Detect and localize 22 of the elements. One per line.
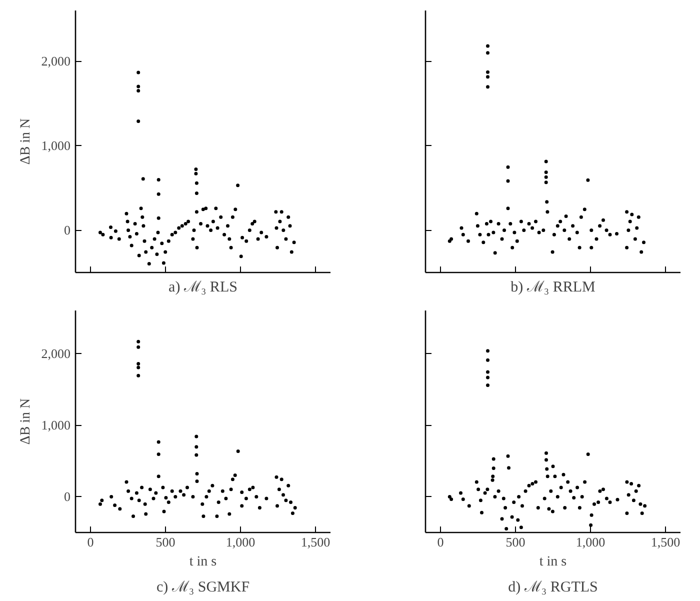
x-tick-label: 1,500 <box>650 534 680 550</box>
x-tick-label: 500 <box>506 534 526 550</box>
y-tick-label: 0 <box>64 222 70 238</box>
x-tick-label: 1,500 <box>300 534 330 550</box>
x-tick-label: 0 <box>437 534 444 550</box>
text: d) ℳ₃ RGTLS <box>508 580 598 596</box>
text: a) ℳ₃ RLS <box>168 280 238 296</box>
y-axis-title: ΔB in N <box>18 398 34 445</box>
y-axis-title: ΔB in N <box>18 118 34 165</box>
y-tick-label: 2,000 <box>41 54 70 69</box>
y-tick-label: 0 <box>64 489 70 504</box>
text: b) ℳ₃ RRLM <box>510 280 596 296</box>
text: c) ℳ₃ SGMKF <box>156 580 250 596</box>
x-axis-title: t in s <box>189 554 217 570</box>
x-tick-label: 1,000 <box>226 534 256 550</box>
x-axis-title: t in s <box>539 554 567 570</box>
y-tick-label: 2,000 <box>41 346 70 361</box>
y-tick-label: 1,000 <box>41 418 70 433</box>
x-tick-label: 500 <box>156 534 176 550</box>
x-tick-label: 1,000 <box>576 534 606 550</box>
x-tick-label: 0 <box>87 534 94 550</box>
y-tick-label: 1,000 <box>41 138 70 154</box>
